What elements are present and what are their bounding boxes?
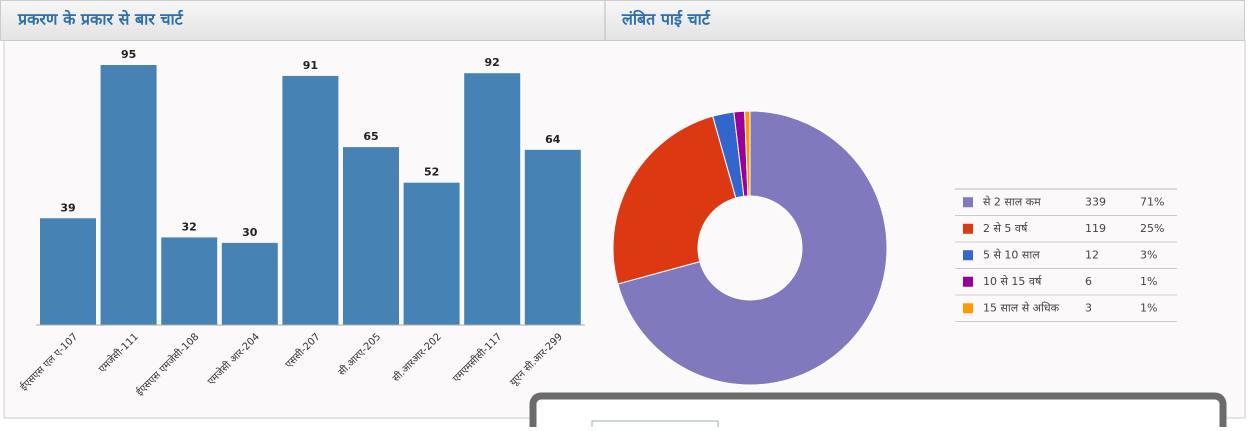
legend-swatch [963,303,973,314]
dialog-input[interactable] [591,420,719,431]
legend-swatch [963,197,973,208]
legend-value: 119 [1085,222,1106,235]
legend-label: से 2 साल कम [983,195,1041,208]
legend-percent: 1% [1140,301,1157,314]
legend-percent: 71% [1140,195,1164,208]
bar [100,65,157,325]
legend-label: 15 साल से अधिक [983,301,1060,314]
bar [221,242,278,325]
bar-value-label: 32 [182,220,197,233]
bar-chart-title: प्रकरण के प्रकार से बार चार्ट [17,10,184,29]
legend-percent: 3% [1140,248,1157,261]
legend-value: 6 [1085,275,1092,288]
legend-value: 3 [1085,301,1092,314]
bar-value-label: 64 [545,133,561,146]
bar-value-label: 92 [485,56,500,69]
bar [282,75,339,326]
bar-value-label: 39 [60,201,75,214]
legend-label: 5 से 10 साल [983,248,1040,261]
bar [40,218,96,325]
pie-slice [617,110,888,386]
legend-value: 339 [1085,195,1106,208]
legend-swatch [963,276,973,287]
bar [343,147,399,325]
bar [524,149,581,325]
pie-chart-title: लंबित पाई चार्ट [621,10,711,29]
bar-value-label: 30 [242,226,258,239]
legend-label: 2 से 5 वर्ष [983,222,1028,235]
panel-header [0,0,1245,41]
bar-value-label: 65 [363,130,378,143]
legend-percent: 1% [1140,275,1157,288]
legend-value: 12 [1085,248,1099,261]
legend-swatch [963,250,973,261]
bar [161,237,218,325]
bar [464,73,521,325]
bar-value-label: 91 [303,59,318,72]
pie-slice [612,115,737,285]
bar-value-label: 95 [121,48,136,61]
dialog [529,392,1227,431]
legend-label: 10 से 15 वर्ष [983,275,1042,288]
legend-swatch [963,223,973,234]
bar [403,182,460,325]
bar-value-label: 52 [424,166,439,179]
legend-percent: 25% [1140,222,1164,235]
pie-slice [744,110,751,197]
